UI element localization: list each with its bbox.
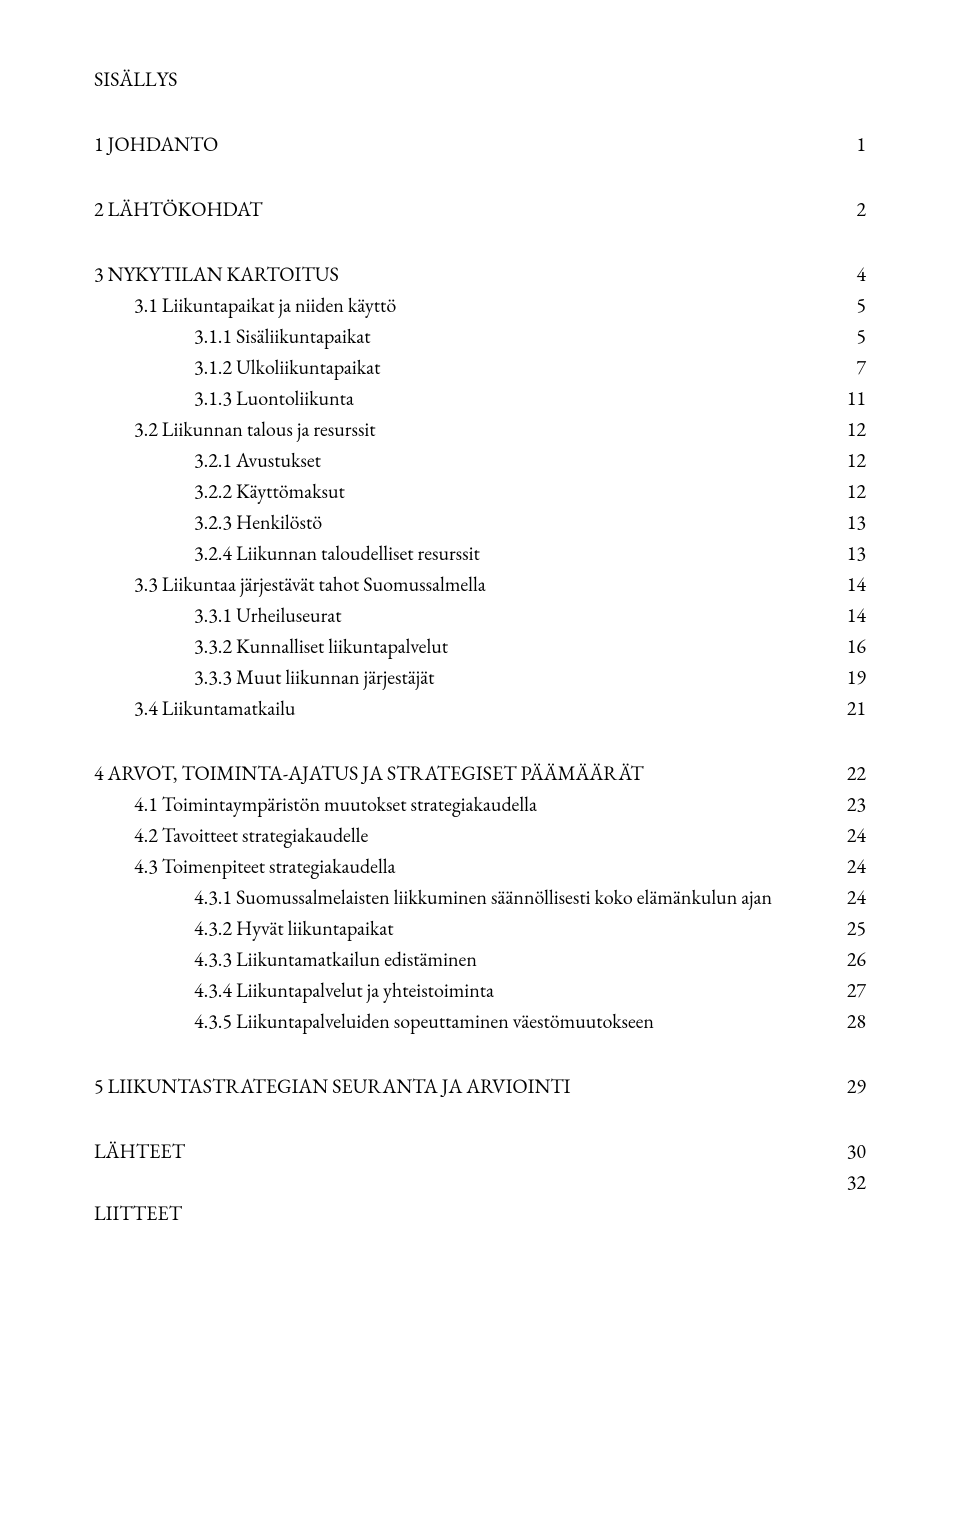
toc-label: 3.3 Liikuntaa järjestävät tahot Suomussa… (134, 569, 842, 600)
toc-page-number: 30 (842, 1136, 866, 1167)
toc-row: 2 LÄHTÖKOHDAT2 (94, 194, 866, 225)
toc-label: 3.2.1 Avustukset (194, 445, 842, 476)
toc-label: 1 JOHDANTO (94, 129, 842, 160)
toc-row: 3.2.3 Henkilöstö13 (94, 507, 866, 538)
toc-row: 4 ARVOT, TOIMINTA-AJATUS JA STRATEGISET … (94, 758, 866, 789)
toc-row: 3.4 Liikuntamatkailu21 (94, 693, 866, 724)
toc-page-number: 12 (842, 414, 866, 445)
toc-row: 3.2.2 Käyttömaksut12 (94, 476, 866, 507)
toc-page-number: 7 (842, 352, 866, 383)
toc-row: 3.2.4 Liikunnan taloudelliset resurssit1… (94, 538, 866, 569)
toc-label: 3.1.1 Sisäliikuntapaikat (194, 321, 842, 352)
toc-page-number: 16 (842, 631, 866, 662)
toc-row: 3.2 Liikunnan talous ja resurssit12 (94, 414, 866, 445)
toc-page-number: 12 (842, 476, 866, 507)
toc-page-number: 32 (842, 1167, 866, 1198)
toc-label: 4.3.2 Hyvät liikuntapaikat (194, 913, 842, 944)
page-title: SISÄLLYS (94, 64, 866, 95)
toc-label: 5 LIIKUNTASTRATEGIAN SEURANTA JA ARVIOIN… (94, 1071, 842, 1102)
toc-label: 3.1.3 Luontoliikunta (194, 383, 842, 414)
toc-row: 4.3.3 Liikuntamatkailun edistäminen26 (94, 944, 866, 975)
toc-page-number: 5 (842, 321, 866, 352)
toc-row: 3 NYKYTILAN KARTOITUS4 (94, 259, 866, 290)
toc-page-number: 27 (842, 975, 866, 1006)
toc-label: 3.1.2 Ulkoliikuntapaikat (194, 352, 842, 383)
toc-label: 3.3.2 Kunnalliset liikuntapalvelut (194, 631, 842, 662)
toc-page-number: 29 (842, 1071, 866, 1102)
toc-row: 4.3.4 Liikuntapalvelut ja yhteistoiminta… (94, 975, 866, 1006)
toc-page-number: 2 (842, 194, 866, 225)
toc-page-number: 1 (842, 129, 866, 160)
toc-row: 4.3.1 Suomussalmelaisten liikkuminen sää… (94, 882, 866, 913)
toc-page-number: 24 (842, 820, 866, 851)
toc-label: 2 LÄHTÖKOHDAT (94, 194, 842, 225)
toc-row: 3.1.2 Ulkoliikuntapaikat7 (94, 352, 866, 383)
toc-label: 3.2 Liikunnan talous ja resurssit (134, 414, 842, 445)
toc-row: 3.1.1 Sisäliikuntapaikat5 (94, 321, 866, 352)
toc-row: 3.3 Liikuntaa järjestävät tahot Suomussa… (94, 569, 866, 600)
toc-page-number: 4 (842, 259, 866, 290)
toc-label: 3.3.1 Urheiluseurat (194, 600, 842, 631)
toc-label: 4.3.1 Suomussalmelaisten liikkuminen sää… (194, 882, 842, 913)
toc-page-number: 11 (842, 383, 866, 414)
toc-label: 4.1 Toimintaympäristön muutokset strateg… (134, 789, 842, 820)
toc-label: 4.3 Toimenpiteet strategiakaudella (134, 851, 842, 882)
toc-page-number: 19 (842, 662, 866, 693)
toc-page-number: 5 (842, 290, 866, 321)
toc-row: 4.2 Tavoitteet strategiakaudelle24 (94, 820, 866, 851)
toc-row: 3.3.2 Kunnalliset liikuntapalvelut16 (94, 631, 866, 662)
toc-page-number: 25 (842, 913, 866, 944)
toc-label: 3.2.2 Käyttömaksut (194, 476, 842, 507)
toc-row: 1 JOHDANTO1 (94, 129, 866, 160)
toc-page-number: 13 (842, 538, 866, 569)
toc-row: 32 (94, 1167, 866, 1198)
toc-page-number: 23 (842, 789, 866, 820)
toc-list: 1 JOHDANTO1 2 LÄHTÖKOHDAT2 3 NYKYTILAN KAR… (94, 129, 866, 1229)
toc-label: 3.1 Liikuntapaikat ja niiden käyttö (134, 290, 842, 321)
toc-page-number: 26 (842, 944, 866, 975)
toc-page-number: 12 (842, 445, 866, 476)
toc-label: 3.2.4 Liikunnan taloudelliset resurssit (194, 538, 842, 569)
toc-label: 4 ARVOT, TOIMINTA-AJATUS JA STRATEGISET … (94, 758, 842, 789)
toc-row: 4.1 Toimintaympäristön muutokset strateg… (94, 789, 866, 820)
toc-label: LIITTEET (94, 1198, 842, 1229)
toc-label: 4.3.4 Liikuntapalvelut ja yhteistoiminta (194, 975, 842, 1006)
toc-row: 4.3.5 Liikuntapalveluiden sopeuttaminen … (94, 1006, 866, 1037)
toc-row: LIITTEET (94, 1198, 866, 1229)
toc-row: 3.1 Liikuntapaikat ja niiden käyttö5 (94, 290, 866, 321)
toc-label: 3 NYKYTILAN KARTOITUS (94, 259, 842, 290)
toc-label: 4.3.3 Liikuntamatkailun edistäminen (194, 944, 842, 975)
toc-page-number: 28 (842, 1006, 866, 1037)
toc-page-number: 14 (842, 600, 866, 631)
toc-row: 4.3 Toimenpiteet strategiakaudella24 (94, 851, 866, 882)
toc-page-number: 22 (842, 758, 866, 789)
toc-page-number: 24 (842, 882, 866, 913)
toc-label: 4.3.5 Liikuntapalveluiden sopeuttaminen … (194, 1006, 842, 1037)
toc-page-number: 14 (842, 569, 866, 600)
toc-row: 4.3.2 Hyvät liikuntapaikat25 (94, 913, 866, 944)
toc-page: SISÄLLYS 1 JOHDANTO1 2 LÄHTÖKOHDAT2 3 NYKY… (0, 0, 960, 1515)
toc-row: 5 LIIKUNTASTRATEGIAN SEURANTA JA ARVIOIN… (94, 1071, 866, 1102)
toc-page-number: 21 (842, 693, 866, 724)
toc-label: 3.2.3 Henkilöstö (194, 507, 842, 538)
toc-row: 3.2.1 Avustukset12 (94, 445, 866, 476)
toc-label: 3.4 Liikuntamatkailu (134, 693, 842, 724)
toc-page-number: 24 (842, 851, 866, 882)
toc-row: 3.3.1 Urheiluseurat14 (94, 600, 866, 631)
toc-row: 3.3.3 Muut liikunnan järjestäjät19 (94, 662, 866, 693)
toc-label: 4.2 Tavoitteet strategiakaudelle (134, 820, 842, 851)
toc-label: LÄHTEET (94, 1136, 842, 1167)
toc-page-number: 13 (842, 507, 866, 538)
toc-label: 3.3.3 Muut liikunnan järjestäjät (194, 662, 842, 693)
toc-row: LÄHTEET30 (94, 1136, 866, 1167)
toc-row: 3.1.3 Luontoliikunta11 (94, 383, 866, 414)
